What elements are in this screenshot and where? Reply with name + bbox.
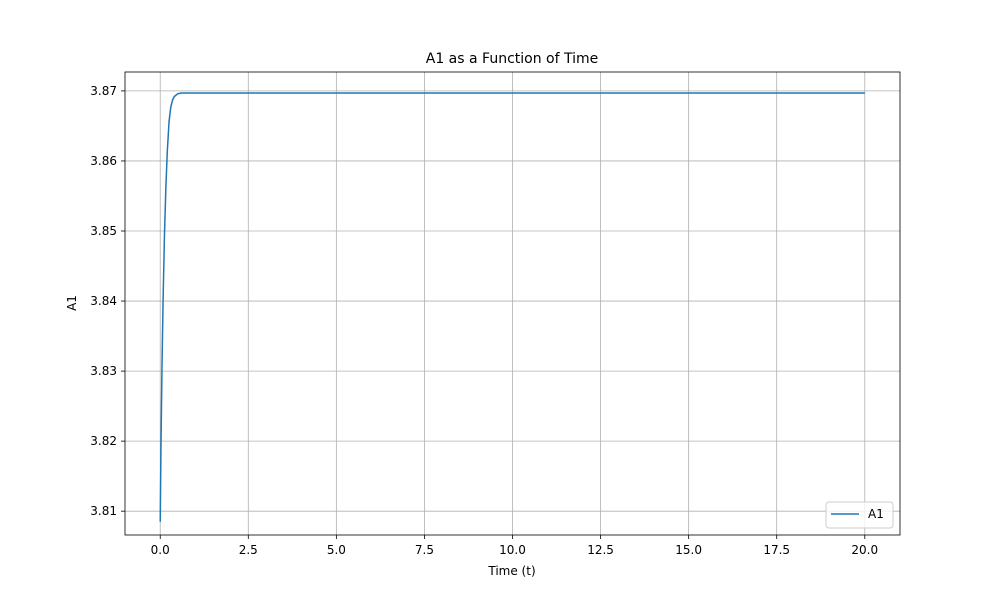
series-line-a1 bbox=[159, 92, 865, 522]
x-tick-label: 0.0 bbox=[151, 543, 170, 557]
legend-label-a1: A1 bbox=[868, 507, 884, 521]
legend-box bbox=[825, 501, 894, 529]
x-tick-label: 10.0 bbox=[499, 543, 526, 557]
y-tick-label: 3.85 bbox=[90, 224, 117, 238]
x-axis-label: Time (t) bbox=[487, 564, 535, 578]
x-tick-label: 7.5 bbox=[415, 543, 434, 557]
x-tick-label: 12.5 bbox=[587, 543, 614, 557]
y-tick-label: 3.83 bbox=[90, 364, 117, 378]
series-layer bbox=[159, 92, 865, 522]
y-tick-label: 3.84 bbox=[90, 294, 117, 308]
chart-title: A1 as a Function of Time bbox=[426, 51, 599, 67]
x-tick-label: 17.5 bbox=[763, 543, 790, 557]
y-axis-ticks: 3.81 3.82 3.83 3.84 3.85 3.86 3.87 bbox=[90, 84, 125, 518]
y-tick-label: 3.87 bbox=[90, 84, 117, 98]
x-tick-label: 15.0 bbox=[675, 543, 702, 557]
y-tick-label: 3.86 bbox=[90, 154, 117, 168]
legend: A1 bbox=[825, 501, 894, 529]
y-tick-label: 3.82 bbox=[90, 434, 117, 448]
x-tick-label: 5.0 bbox=[327, 543, 346, 557]
y-axis-label: A1 bbox=[65, 295, 79, 311]
x-tick-label: 2.5 bbox=[239, 543, 258, 557]
x-axis-ticks: 0.0 2.5 5.0 7.5 10.0 12.5 15.0 17.5 20.0 bbox=[151, 535, 878, 557]
y-tick-label: 3.81 bbox=[90, 504, 117, 518]
grid-lines bbox=[125, 72, 900, 535]
x-tick-label: 20.0 bbox=[851, 543, 878, 557]
